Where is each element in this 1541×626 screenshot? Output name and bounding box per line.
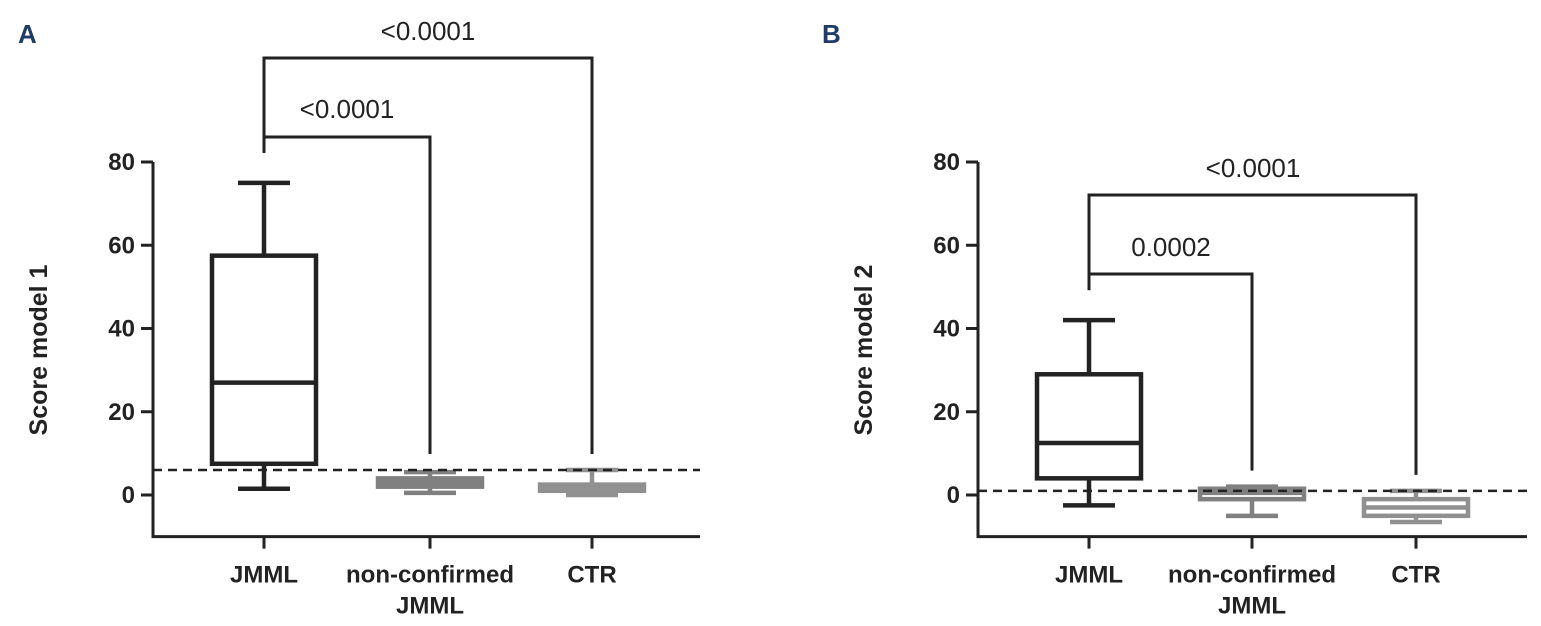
y-tick-label: 80: [108, 149, 135, 176]
iqr-box: [1034, 372, 1144, 481]
significance-bracket: <0.0001: [262, 16, 594, 455]
box-plot: [209, 180, 319, 492]
x-tick-label: CTR: [567, 562, 616, 589]
box-plot: [1361, 488, 1471, 525]
x-tick-label: non-confirmed JMML: [346, 562, 514, 620]
x-tick-label-line: non-confirmed: [1168, 562, 1336, 589]
x-tick-label-line: JMML: [1055, 562, 1123, 589]
x-tick-label: non-confirmed JMML: [1168, 562, 1336, 620]
y-tick-label: 20: [933, 399, 960, 426]
x-tick-label-line: JMML: [396, 593, 464, 620]
p-value-label: <0.0001: [300, 94, 395, 124]
bracket-line: [1087, 193, 1418, 475]
y-tick-label: 40: [933, 316, 960, 343]
box-plot: [537, 467, 647, 498]
y-tick-label: 0: [947, 482, 960, 509]
y-tick-label: 20: [108, 399, 135, 426]
x-tick-label-line: non-confirmed: [346, 562, 514, 589]
y-tick-label: 60: [933, 232, 960, 259]
y-axis-label: Score model 2: [850, 265, 878, 436]
y-tick-label: 0: [122, 482, 135, 509]
y-tick-label: 60: [108, 232, 135, 259]
y-tick-label: 80: [933, 149, 960, 176]
x-tick-label: CTR: [1391, 562, 1440, 589]
p-value-label: <0.0001: [1206, 153, 1301, 183]
x-tick-label-line: CTR: [567, 562, 616, 589]
panel-letter: B: [822, 19, 841, 49]
x-tick-label: JMML: [1055, 562, 1123, 589]
x-tick-label-line: JMML: [230, 562, 298, 589]
box-plot: [375, 469, 485, 496]
iqr-box: [209, 253, 319, 467]
box-plot: [1034, 317, 1144, 508]
box-plot: [1197, 484, 1307, 519]
y-tick-label: 40: [108, 316, 135, 343]
panel-letter: A: [18, 19, 37, 49]
bracket-line: [262, 56, 594, 455]
y-axis-label: Score model 1: [25, 264, 53, 435]
p-value-label: <0.0001: [381, 16, 476, 46]
p-value-label: 0.0002: [1131, 232, 1211, 262]
x-tick-label-line: JMML: [1218, 593, 1286, 620]
x-tick-label: JMML: [230, 562, 298, 589]
x-tick-label-line: CTR: [1391, 562, 1440, 589]
significance-bracket: <0.0001: [1087, 153, 1418, 475]
